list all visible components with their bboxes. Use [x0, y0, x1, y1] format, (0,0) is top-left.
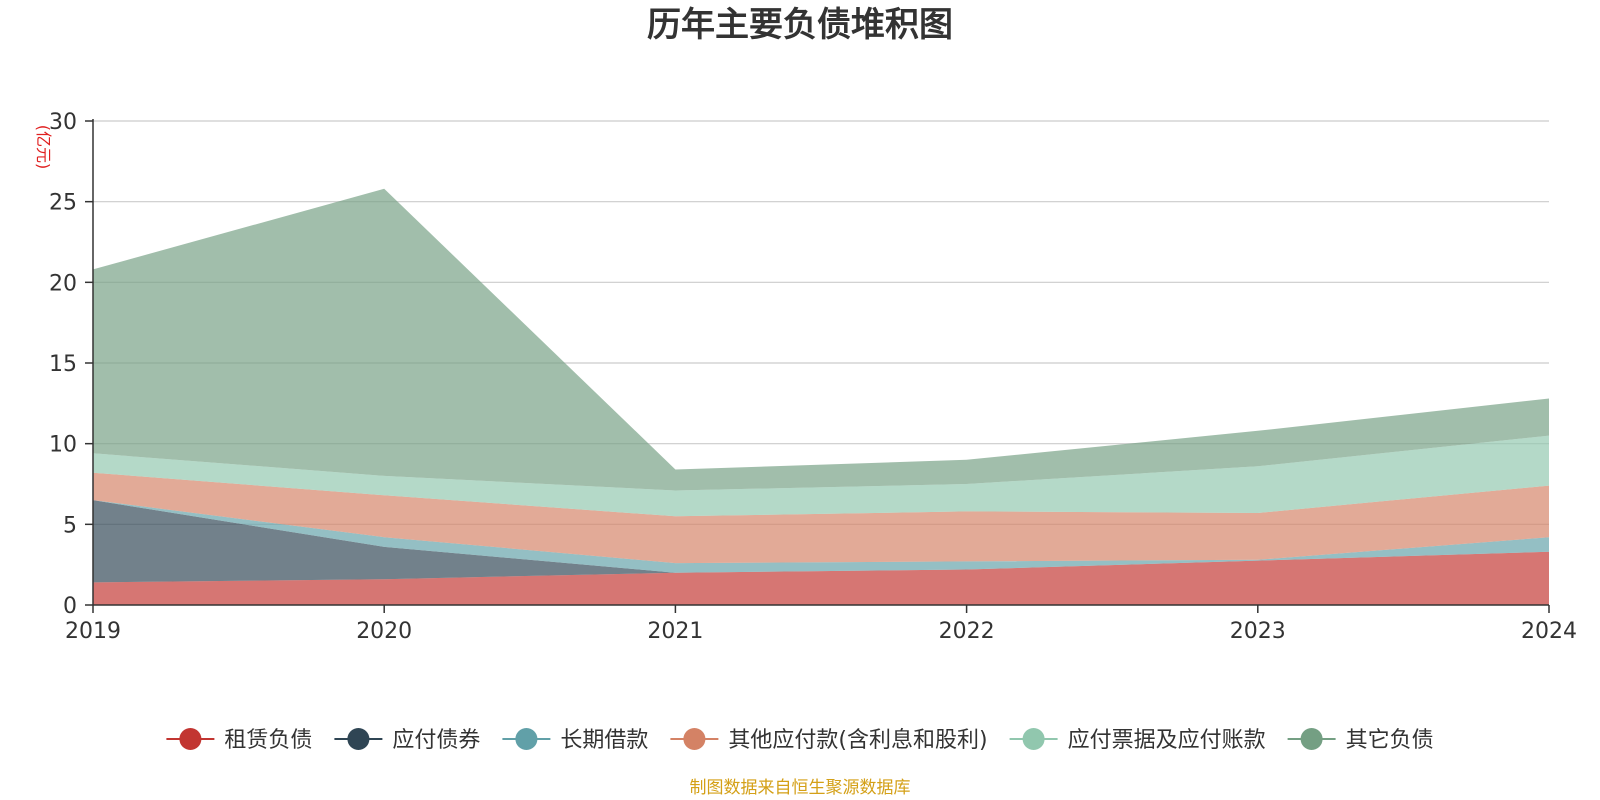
area-series-租赁负债 [93, 551, 1549, 605]
y-tick-label: 20 [49, 271, 77, 296]
legend-marker [683, 728, 706, 750]
y-axis-unit-label: (亿元) [34, 125, 53, 170]
area-series-应付票据及应付账款 [93, 435, 1549, 517]
area-series-应付债券 [93, 500, 1549, 583]
legend-marker [347, 728, 370, 750]
legend-marker [515, 728, 538, 750]
y-tick-label: 0 [63, 594, 77, 619]
y-tick-label: 10 [49, 433, 77, 458]
legend-marker [179, 728, 202, 750]
legend-label: 其他应付款(含利息和股利) [728, 728, 987, 753]
y-tick-label: 5 [63, 513, 77, 538]
legend-label: 其它负债 [1346, 728, 1434, 753]
area-series-其他应付款(含利息和股利) [93, 472, 1549, 564]
chart-title: 历年主要负债堆积图 [647, 5, 953, 45]
x-tick-label: 2019 [65, 619, 121, 644]
legend-label: 应付债券 [392, 728, 480, 753]
area-series-其它负债 [93, 188, 1549, 491]
y-tick-label: 25 [49, 191, 77, 216]
x-tick-label: 2023 [1230, 619, 1286, 644]
source-note: 制图数据来自恒生聚源数据库 [689, 778, 911, 798]
legend-item[interactable]: 租赁负债 [166, 728, 312, 753]
y-tick-label: 15 [49, 352, 77, 377]
legend-label: 长期借款 [560, 728, 648, 753]
legend-item[interactable]: 应付票据及应付账款 [1009, 728, 1266, 753]
y-tick-labels: 0 5 10 15 20 25 30 [49, 110, 93, 619]
legend-item[interactable]: 长期借款 [502, 728, 648, 753]
x-tick-label: 2022 [939, 619, 995, 644]
x-tick-label: 2024 [1521, 619, 1577, 644]
legend-label: 租赁负债 [224, 728, 312, 753]
legend-marker [1022, 728, 1045, 750]
legend-item[interactable]: 应付债券 [334, 728, 480, 753]
x-tick-label: 2020 [356, 619, 412, 644]
legend[interactable]: 租赁负债 应付债券 长期借款 其他应付款(含利息和股利) 应付票据及应付账款 其它负债 [166, 728, 1434, 753]
legend-item[interactable]: 其他应付款(含利息和股利) [670, 728, 988, 753]
x-tick-label: 2021 [647, 619, 703, 644]
x-tick-labels: 2019 2020 2021 2022 2023 2024 [65, 605, 1577, 644]
legend-item[interactable]: 其它负债 [1287, 728, 1434, 753]
legend-label: 应付票据及应付账款 [1068, 728, 1266, 753]
y-tick-label: 30 [49, 110, 77, 135]
legend-marker [1300, 728, 1323, 750]
area-series [93, 188, 1549, 605]
